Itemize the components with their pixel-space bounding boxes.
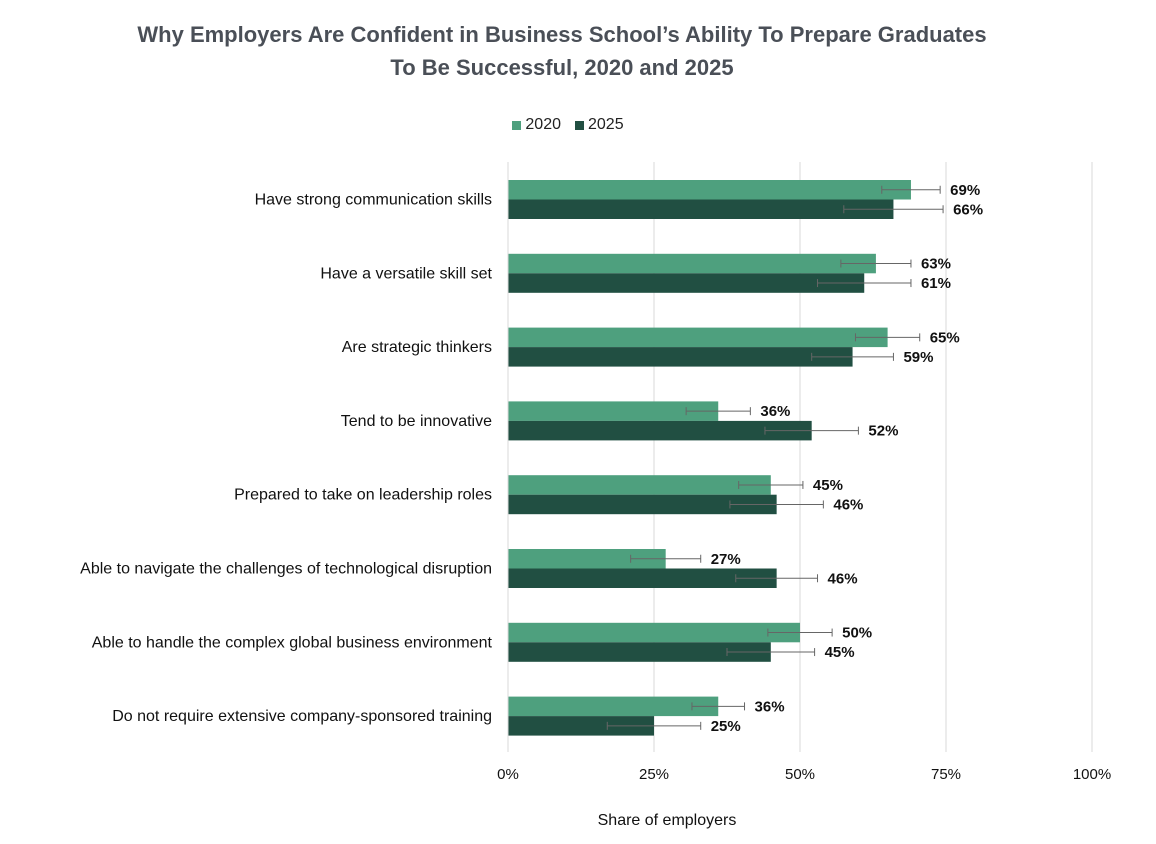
bar-2020 — [508, 253, 876, 274]
data-label: 27% — [711, 551, 741, 568]
data-label: 61% — [921, 275, 951, 292]
bar-2025 — [508, 494, 777, 515]
data-label: 45% — [825, 644, 855, 661]
legend-swatch-2020 — [512, 120, 522, 130]
data-label: 63% — [921, 256, 951, 273]
category-label: Prepared to take on leadership roles — [234, 487, 492, 504]
x-tick-label: 25% — [639, 766, 669, 783]
chart-title-line-2: To Be Successful, 2020 and 2025 — [390, 55, 734, 80]
bar-2025 — [508, 199, 894, 219]
bar-2025 — [508, 568, 777, 588]
chart-title-line-1: Why Employers Are Confident in Business … — [137, 22, 987, 47]
x-tick-label: 100% — [1073, 766, 1111, 783]
category-label: Have a versatile skill set — [320, 265, 492, 282]
bar-2020 — [508, 622, 800, 643]
data-label: 59% — [903, 349, 933, 366]
x-axis-title: Share of employers — [597, 812, 737, 829]
bar-2020 — [508, 475, 771, 495]
x-tick-label: 50% — [785, 766, 815, 783]
data-label: 46% — [833, 496, 863, 513]
bar-2025 — [508, 273, 865, 293]
bar-2020 — [508, 696, 719, 717]
legend-label-2025: 2025 — [588, 116, 624, 133]
bar-2020 — [508, 549, 666, 569]
category-label: Able to navigate the challenges of techn… — [80, 561, 492, 578]
category-label: Are strategic thinkers — [342, 339, 492, 356]
category-label: Tend to be innovative — [341, 413, 492, 430]
data-label: 25% — [711, 718, 741, 735]
data-label: 45% — [813, 477, 843, 494]
bar-2020 — [508, 401, 719, 421]
data-label: 69% — [950, 182, 980, 199]
data-label: 52% — [868, 423, 898, 440]
legend-item-2025: 2025 — [575, 116, 624, 134]
bar-2025 — [508, 642, 771, 662]
x-tick-label: 0% — [497, 766, 519, 783]
category-label: Do not require extensive company-sponsor… — [112, 708, 492, 725]
bar-2025 — [508, 716, 654, 736]
x-tick-label: 75% — [931, 766, 961, 783]
bar-2025 — [508, 347, 853, 367]
chart-title: Why Employers Are Confident in Business … — [0, 18, 1124, 84]
category-label: Have strong communication skills — [255, 192, 492, 209]
legend-swatch-2025 — [575, 120, 584, 130]
legend-label-2020: 2020 — [525, 116, 561, 133]
chart-legend: 2020 2025 — [0, 116, 1136, 134]
bar-2025 — [508, 420, 812, 441]
data-label: 36% — [755, 698, 785, 715]
category-label: Able to handle the complex global busine… — [92, 634, 493, 651]
data-label: 36% — [760, 403, 790, 420]
data-label: 50% — [842, 625, 872, 642]
legend-item-2020: 2020 — [512, 116, 561, 134]
data-label: 65% — [930, 329, 960, 346]
bar-2020 — [508, 327, 888, 348]
bar-2020 — [508, 180, 911, 200]
data-label: 46% — [828, 570, 858, 587]
data-label: 66% — [953, 201, 983, 218]
